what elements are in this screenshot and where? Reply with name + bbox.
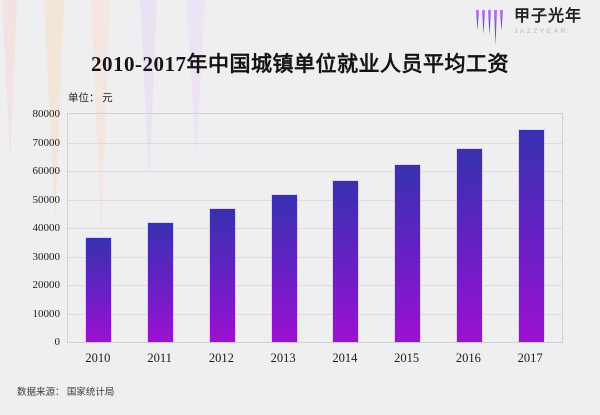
y-tick-label: 50000: [32, 193, 61, 206]
gridline: [68, 313, 562, 315]
x-tick-label-2012: 2012: [208, 351, 234, 365]
bar-2010: [86, 237, 112, 342]
x-tick-label-2010: 2010: [85, 351, 111, 365]
y-tick-label: 10000: [32, 307, 61, 320]
y-axis-unit-label: 单位： 元: [68, 93, 113, 104]
x-tick-label-2015: 2015: [394, 351, 420, 365]
gridline: [68, 228, 562, 229]
bar-2012: [209, 208, 235, 342]
gridline: [68, 285, 562, 286]
x-tick-label-2014: 2014: [332, 351, 358, 365]
bar-2017: [518, 130, 544, 342]
bar-2011: [148, 222, 174, 342]
logo-name: 甲子光年: [513, 8, 582, 25]
x-tick-label-2011: 2011: [147, 351, 172, 365]
bar-2016: [456, 149, 482, 342]
logo-bar-stroke: [493, 10, 497, 45]
x-tick-label-2013: 2013: [270, 351, 296, 365]
gridline: [68, 171, 562, 172]
y-tick-label: 80000: [32, 108, 61, 120]
y-tick-label: 70000: [32, 136, 61, 149]
y-axis: 0 10000 20000 30000 40000 50000 60000 70000 8000…: [0, 108, 61, 348]
logo-bars-icon: [475, 10, 506, 45]
y-tick-label: 30000: [32, 250, 61, 263]
bar-2013: [271, 195, 297, 342]
logo-bar-stroke: [481, 10, 485, 34]
logo-bar-stroke: [475, 10, 479, 30]
logo-bar-stroke: [487, 10, 491, 35]
data-source-note: 数据来源： 国家统计局: [17, 388, 115, 398]
gridline: [68, 142, 562, 144]
y-tick-label: 60000: [32, 165, 61, 177]
y-tick-label: 0: [54, 336, 61, 348]
bar-2014: [333, 181, 359, 342]
plot-area: [67, 113, 563, 343]
x-tick-label-2017: 2017: [517, 351, 543, 365]
x-axis: 2010 2011 2012 2013 2014 2015 2016 2017: [67, 351, 563, 371]
gridline: [68, 256, 562, 258]
y-tick-label: 40000: [32, 222, 61, 234]
logo-bar-stroke: [499, 10, 503, 31]
x-tick-label-2016: 2016: [455, 351, 481, 365]
gridline: [68, 199, 562, 201]
y-tick-label: 20000: [32, 279, 61, 291]
bar-2015: [395, 165, 421, 342]
jazzyear-logo: 甲子光年 JAZZYEAR: [475, 8, 582, 45]
chart-title: 2010-2017年中国城镇单位就业人员平均工资: [91, 52, 509, 76]
logo-subtitle: JAZZYEAR: [513, 28, 569, 35]
